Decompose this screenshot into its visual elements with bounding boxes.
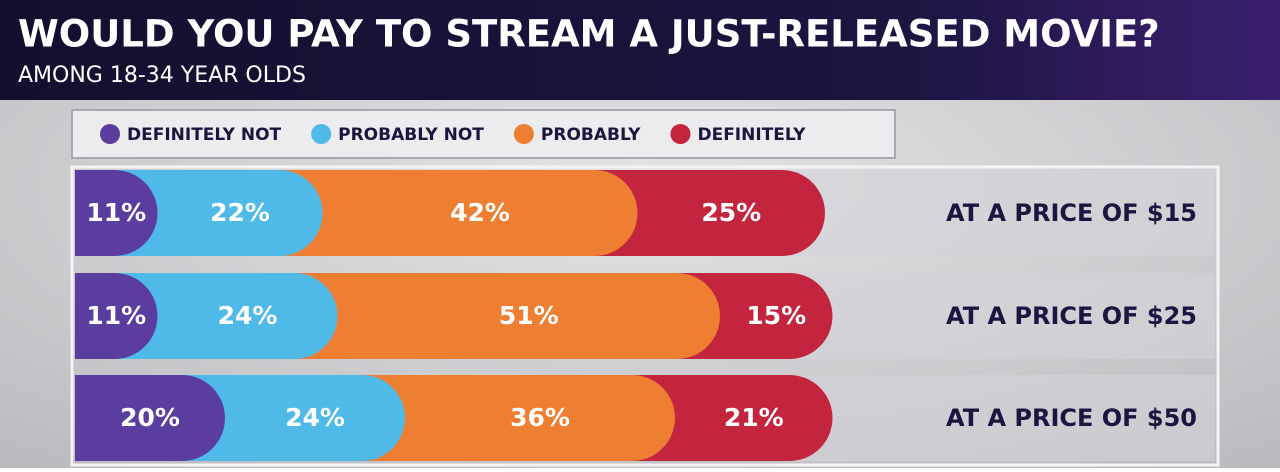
- legend-box: [71, 109, 896, 159]
- category-label: AT A PRICE OF $25: [946, 302, 1197, 330]
- chart-subtitle: AMONG 18-34 YEAR OLDS: [18, 63, 306, 88]
- value-label: 25%: [701, 198, 761, 227]
- bar-segment: [114, 170, 323, 256]
- legend-swatch: [100, 124, 120, 144]
- bar-segment: [279, 170, 638, 256]
- bar-segment: [677, 273, 833, 359]
- value-label: 11%: [86, 301, 146, 330]
- value-label: 20%: [120, 403, 180, 432]
- value-label: 42%: [450, 198, 510, 227]
- value-label: 21%: [724, 403, 784, 432]
- bar-segment: [594, 170, 825, 256]
- chart-title: WOULD YOU PAY TO STREAM A JUST-RELEASED …: [18, 13, 1160, 56]
- legend-label: DEFINITELY NOT: [127, 125, 282, 145]
- bar-segment: [294, 273, 720, 359]
- plot-frame: [70, 165, 1220, 467]
- category-label: AT A PRICE OF $15: [946, 199, 1197, 227]
- value-label: 36%: [510, 403, 570, 432]
- legend-swatch: [513, 124, 534, 144]
- value-label: 51%: [499, 301, 559, 330]
- category-label: AT A PRICE OF $50: [946, 404, 1197, 432]
- bar-segment: [75, 375, 225, 461]
- value-label: 24%: [218, 301, 278, 330]
- header: [0, 0, 1280, 100]
- value-label: 15%: [746, 301, 806, 330]
- bar-segment: [632, 375, 833, 461]
- bar-segment: [75, 170, 158, 256]
- bar-segment: [182, 375, 405, 461]
- value-label: 22%: [210, 198, 270, 227]
- legend-label: PROBABLY: [541, 125, 641, 145]
- bar-segment: [114, 273, 338, 359]
- legend-label: PROBABLY NOT: [338, 125, 484, 145]
- legend-swatch: [670, 124, 691, 144]
- value-label: 11%: [86, 198, 146, 227]
- legend-label: DEFINITELY: [697, 125, 806, 145]
- bar-segment: [75, 273, 158, 359]
- value-label: 24%: [285, 403, 345, 432]
- legend-swatch: [311, 124, 332, 144]
- bar-segment: [362, 375, 675, 461]
